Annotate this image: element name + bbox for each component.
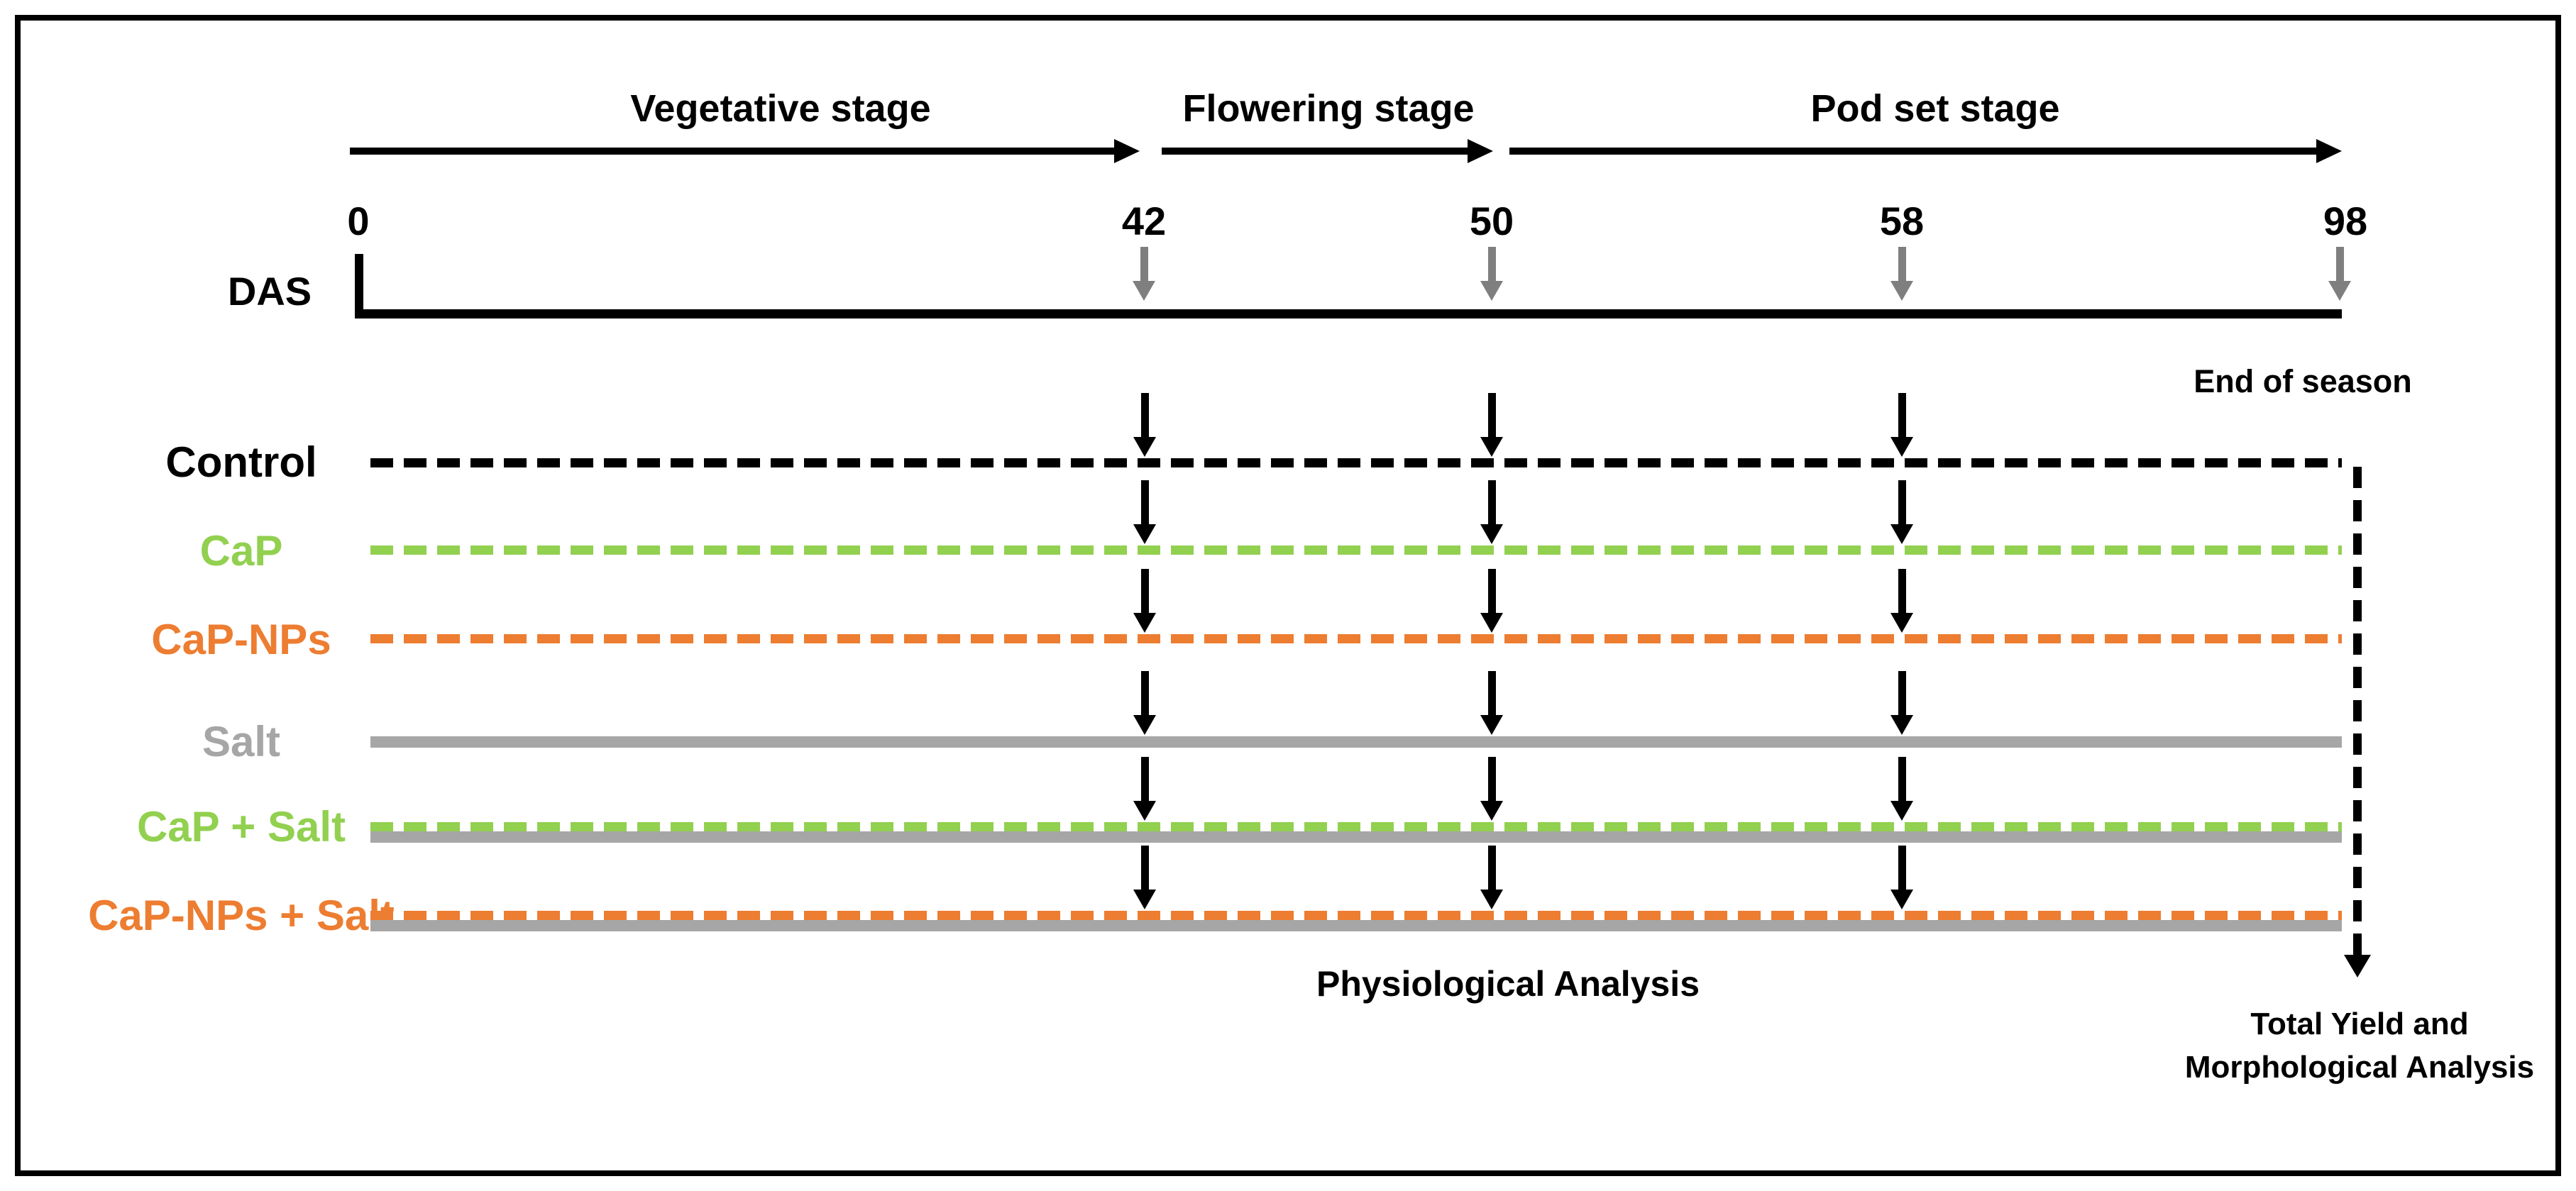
black-down-arrow-icon [1133, 801, 1156, 821]
treatment-line-cap-nps-salt-orange [370, 911, 2342, 920]
tick-50: 50 [1469, 199, 1514, 243]
sampling-arrow-stem [1898, 671, 1906, 715]
black-down-arrow-icon [1890, 890, 1913, 909]
black-down-arrow-icon [1480, 613, 1503, 633]
total-yield-label: Total Yield and Morphological Analysis [2157, 999, 2562, 1085]
tick-0: 0 [347, 199, 370, 243]
connector-down-arrow-icon [2344, 955, 2371, 977]
gray-down-arrow-icon [1480, 281, 1503, 301]
stage-label-vegetative: Vegetative stage [630, 87, 931, 130]
sampling-arrow-stem [1141, 846, 1149, 890]
sampling-arrow-stem [1898, 757, 1906, 801]
sampling-arrow-stem [1898, 569, 1906, 613]
black-down-arrow-icon [1480, 890, 1503, 909]
treatment-line-salt [370, 736, 2342, 748]
treatment-line-cap-nps-salt-gray [370, 920, 2342, 931]
sampling-arrow-stem [1488, 480, 1496, 524]
sampling-arrow-stem [1141, 569, 1149, 613]
treatment-label-cap-nps-salt: CaP-NPs + Salt [88, 892, 395, 939]
black-down-arrow-icon [1890, 613, 1913, 633]
end-of-season-connector-line [2353, 467, 2362, 956]
gray-down-arrow-icon [1133, 281, 1155, 301]
black-down-arrow-icon [1480, 437, 1503, 457]
sampling-arrow-stem [1141, 393, 1149, 437]
sampling-arrow-stem [1488, 846, 1496, 890]
gray-arrow-stem [2336, 247, 2344, 281]
pod-set-arrow-line [1509, 148, 2317, 155]
sampling-arrow-stem [1488, 671, 1496, 715]
total-yield-line2: Morphological Analysis [2184, 1050, 2535, 1085]
black-down-arrow-icon [1480, 524, 1503, 544]
treatment-line-cap-salt-gray [370, 831, 2342, 843]
physiological-analysis-label: Physiological Analysis [1316, 964, 1700, 1004]
flowering-arrow-line [1162, 148, 1468, 155]
black-down-arrow-icon [1133, 437, 1156, 457]
black-down-arrow-icon [1133, 524, 1156, 544]
sampling-arrow-stem [1141, 757, 1149, 801]
gray-down-arrow-icon [1890, 281, 1913, 301]
das-axis-label: DAS [227, 269, 312, 314]
sampling-arrow-stem [1898, 393, 1906, 437]
total-yield-line1: Total Yield and [2250, 1007, 2469, 1041]
black-down-arrow-icon [1133, 613, 1156, 633]
stage-label-flowering: Flowering stage [1182, 87, 1475, 130]
tick-58: 58 [1879, 199, 1925, 243]
gray-down-arrow-icon [2328, 281, 2351, 301]
sampling-arrow-stem [1898, 846, 1906, 890]
sampling-arrow-stem [1141, 480, 1149, 524]
sampling-arrow-stem [1141, 671, 1149, 715]
das-axis-line [355, 309, 2342, 318]
axis-start-tick [355, 254, 363, 318]
tick-98: 98 [2323, 199, 2368, 243]
gray-arrow-stem [1140, 247, 1148, 281]
tick-42: 42 [1121, 199, 1167, 243]
gray-arrow-stem [1898, 247, 1906, 281]
treatment-label-cap-salt: CaP + Salt [136, 803, 346, 851]
treatment-label-salt: Salt [202, 718, 281, 765]
black-down-arrow-icon [1480, 801, 1503, 821]
figure-border [15, 15, 2561, 1176]
black-down-arrow-icon [1890, 715, 1913, 735]
sampling-arrow-stem [1488, 569, 1496, 613]
sampling-arrow-stem [1488, 757, 1496, 801]
vegetative-arrow-head-icon [1114, 139, 1140, 163]
stage-label-pod-set: Pod set stage [1810, 87, 2060, 130]
pod-set-arrow-head-icon [2316, 139, 2342, 163]
end-of-season-label: End of season [2194, 363, 2412, 399]
treatment-label-control: Control [165, 438, 317, 486]
gray-arrow-stem [1488, 247, 1496, 281]
black-down-arrow-icon [1133, 715, 1156, 735]
black-down-arrow-icon [1890, 801, 1913, 821]
sampling-arrow-stem [1898, 480, 1906, 524]
treatment-line-cap [370, 545, 2342, 555]
black-down-arrow-icon [1480, 715, 1503, 735]
treatment-label-cap: CaP [199, 527, 283, 575]
treatment-line-cap-nps [370, 634, 2342, 643]
black-down-arrow-icon [1133, 890, 1156, 909]
treatment-line-cap-salt-green [370, 822, 2342, 831]
treatment-label-cap-nps: CaP-NPs [151, 616, 331, 663]
black-down-arrow-icon [1890, 524, 1913, 544]
flowering-arrow-head-icon [1468, 139, 1493, 163]
vegetative-arrow-line [350, 148, 1115, 155]
treatment-line-control [370, 458, 2342, 467]
sampling-arrow-stem [1488, 393, 1496, 437]
black-down-arrow-icon [1890, 437, 1913, 457]
